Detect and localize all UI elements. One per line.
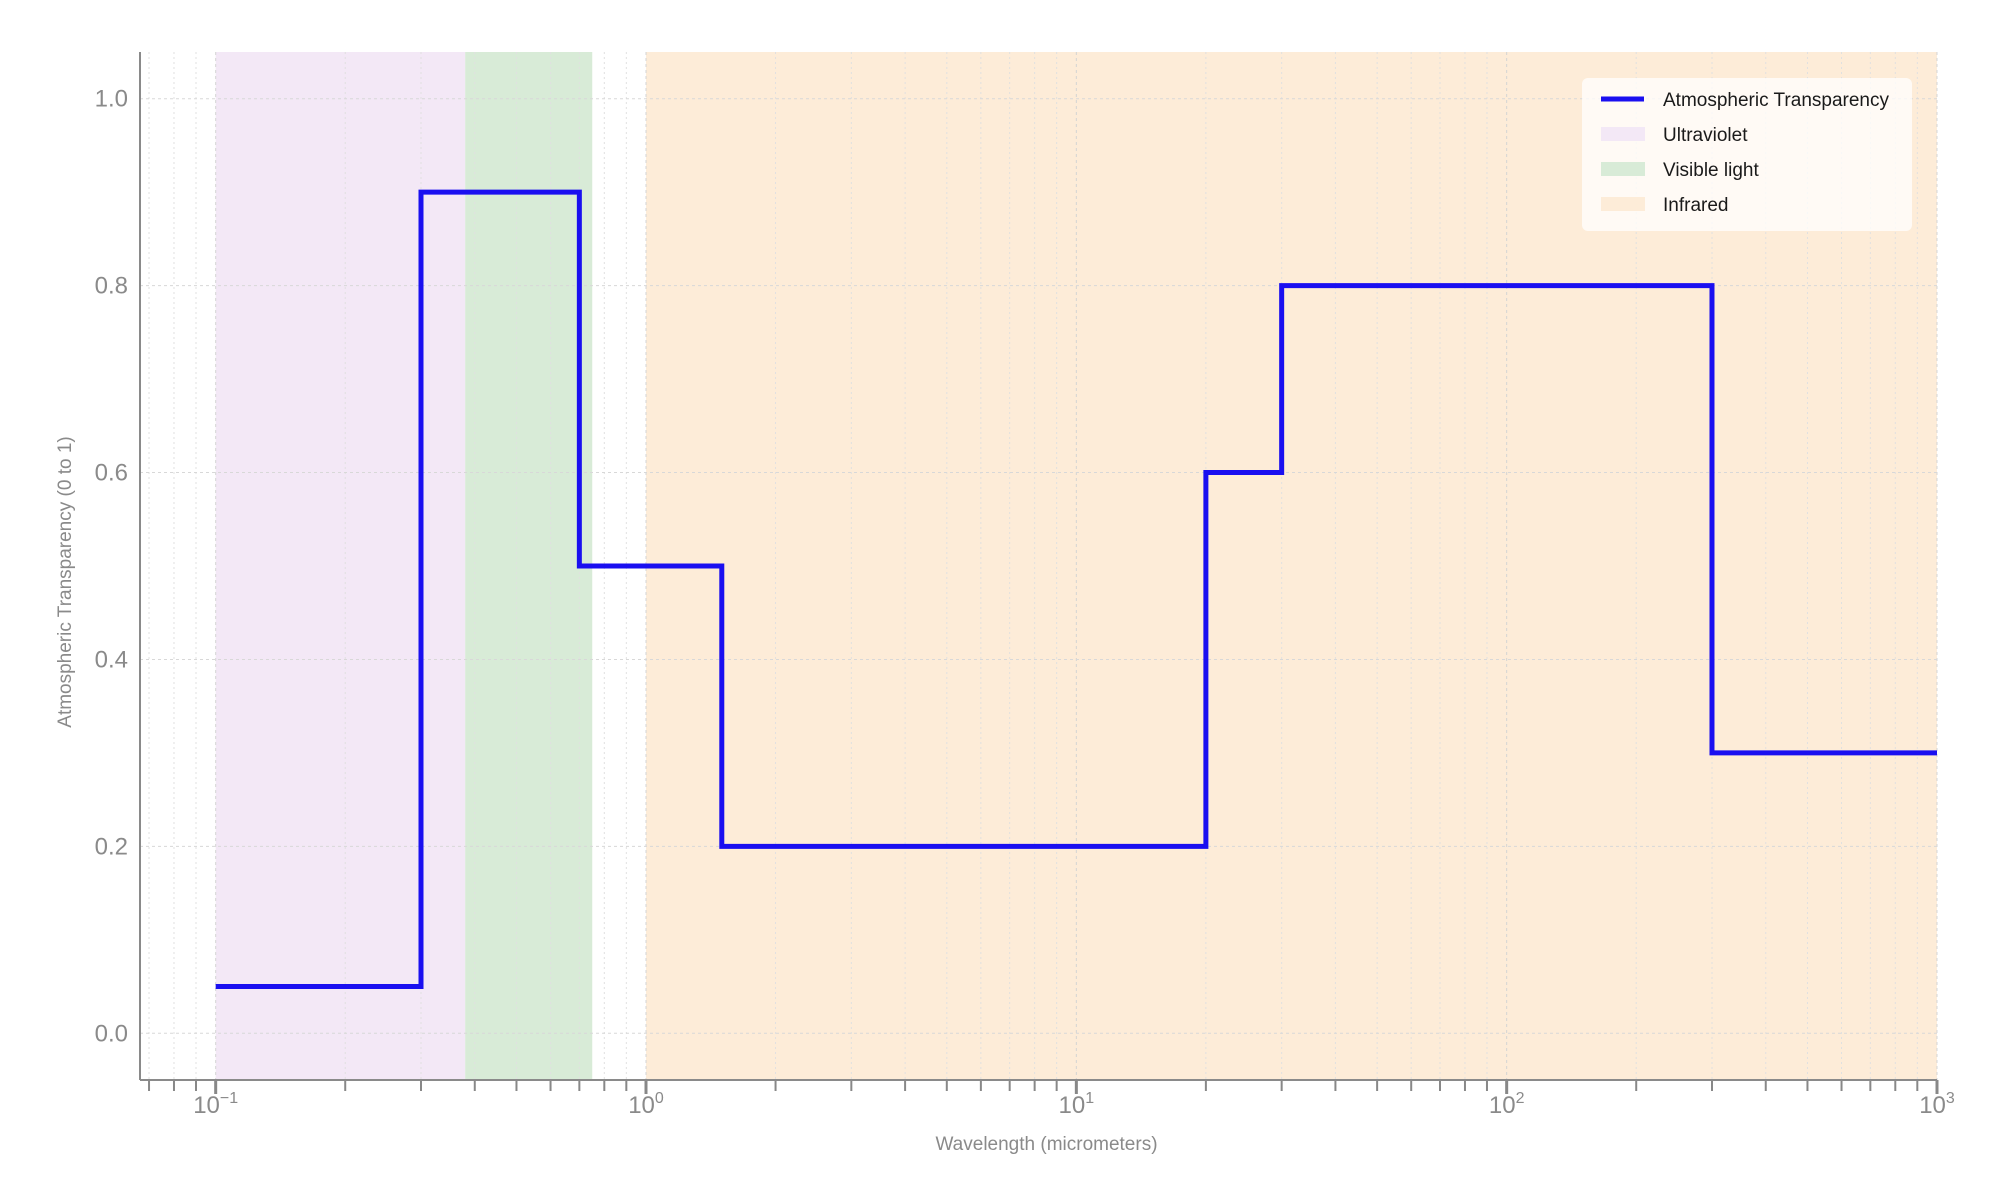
x-tick-label: 103 [1919, 1090, 1955, 1119]
series-layer [215, 189, 1937, 990]
band-layer [215, 52, 1937, 1080]
y-tick-label: 0.4 [95, 646, 128, 673]
x-axis-label: Wavelength (micrometers) [935, 1134, 1157, 1155]
axes-layer: 0.0 0.2 0.4 0.6 0.8 1.0 10−1 100 101 102 103 [95, 52, 1955, 1119]
legend-label: Ultraviolet [1663, 125, 1748, 146]
legend-label: Atmospheric Transparency [1663, 90, 1889, 111]
x-tick-label: 102 [1489, 1090, 1525, 1119]
legend-box [1582, 78, 1912, 231]
legend-patch-swatch [1601, 162, 1645, 176]
y-tick-label: 0.6 [95, 460, 128, 487]
legend-patch-swatch [1601, 127, 1645, 141]
y-tick-label: 0.2 [95, 833, 128, 860]
y-axis-label: Atmospheric Transparency (0 to 1) [55, 436, 76, 727]
x-tick-label: 10−1 [193, 1090, 238, 1119]
legend-label: Visible light [1663, 160, 1759, 181]
band-visible-light [465, 52, 593, 1080]
series-line [215, 189, 1937, 990]
legend-label: Infrared [1663, 195, 1728, 216]
x-tick-label: 100 [628, 1090, 664, 1119]
y-tick-label: 0.0 [95, 1020, 128, 1047]
y-tick-label: 1.0 [95, 86, 128, 113]
legend: Atmospheric Transparency Ultraviolet Visib… [1582, 78, 1912, 231]
band-ultraviolet [215, 52, 466, 1080]
x-tick-label: 101 [1059, 1090, 1095, 1119]
y-tick-label: 0.8 [95, 273, 128, 300]
legend-patch-swatch [1601, 197, 1645, 211]
